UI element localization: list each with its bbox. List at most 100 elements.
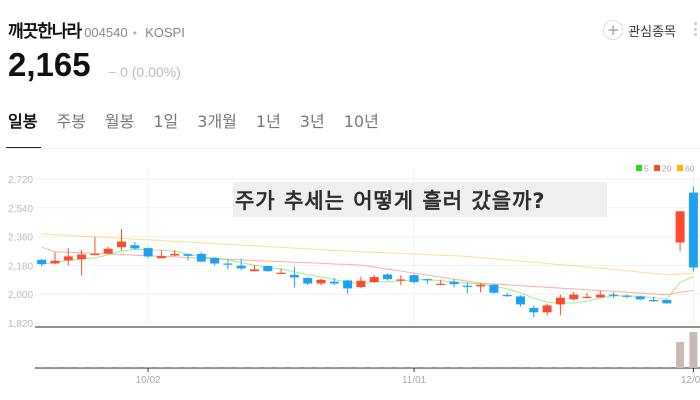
candle-up bbox=[369, 277, 379, 283]
volume-bar bbox=[223, 366, 232, 368]
tab-4[interactable]: 3개월 bbox=[197, 112, 237, 131]
divider bbox=[0, 148, 700, 149]
candle-down bbox=[343, 280, 353, 289]
watchlist-button[interactable]: + 관심종목 bbox=[603, 20, 676, 40]
candle-down bbox=[37, 259, 47, 265]
volume-bar bbox=[250, 367, 259, 368]
volume-bar bbox=[144, 367, 153, 368]
current-price: 2,165 bbox=[8, 46, 91, 83]
tab-6[interactable]: 3년 bbox=[299, 112, 325, 131]
volume-bar bbox=[649, 367, 658, 368]
volume-bar bbox=[396, 367, 405, 368]
volume-bar bbox=[37, 366, 46, 368]
period-tabs: 일봉 주봉 월봉 1일 3개월 1년 3년 10년 bbox=[8, 108, 398, 132]
volume-bar bbox=[51, 366, 59, 368]
candle-up bbox=[595, 294, 605, 298]
candle-up bbox=[170, 253, 180, 256]
candle-down bbox=[462, 285, 472, 287]
candle-down bbox=[303, 278, 313, 284]
candle-down bbox=[409, 275, 419, 283]
volume-bar bbox=[489, 366, 498, 368]
candle-up bbox=[356, 280, 366, 287]
volume-bar bbox=[516, 366, 525, 368]
more-menu-icon[interactable] bbox=[694, 22, 697, 36]
candle-down bbox=[223, 263, 233, 265]
volume-bar bbox=[689, 332, 698, 368]
watchlist-label: 관심종목 bbox=[628, 24, 676, 40]
volume-bar bbox=[476, 366, 485, 368]
volume-bar bbox=[622, 367, 631, 368]
candle-down bbox=[130, 245, 140, 249]
y-tick-label: 2,360 bbox=[8, 233, 33, 244]
volume-bar bbox=[130, 366, 139, 368]
volume-bar bbox=[263, 367, 272, 368]
volume-bar bbox=[636, 367, 645, 368]
candle-up bbox=[582, 296, 592, 299]
volume-bar bbox=[676, 342, 685, 368]
volume-bar bbox=[170, 367, 179, 368]
candle-up bbox=[77, 254, 87, 260]
candle-down bbox=[502, 295, 512, 297]
ma60-line bbox=[41, 233, 694, 276]
candle-up bbox=[436, 283, 446, 285]
tab-5[interactable]: 1년 bbox=[255, 112, 281, 131]
volume-bar bbox=[450, 367, 458, 368]
candle-up bbox=[250, 269, 259, 272]
volume-bar bbox=[104, 367, 113, 368]
stock-header: 깨끗한나라 004540 • KOSPI bbox=[8, 17, 185, 42]
legend-swatch bbox=[654, 165, 660, 171]
separator-dot: • bbox=[131, 27, 139, 40]
y-tick-label: 2,720 bbox=[8, 175, 33, 186]
tab-3[interactable]: 1일 bbox=[153, 112, 179, 131]
x-tick-label: 11/01 bbox=[402, 375, 427, 386]
volume-bar bbox=[157, 367, 166, 368]
y-tick-label: 2,180 bbox=[8, 261, 33, 272]
candle-down bbox=[196, 253, 206, 262]
candle-down bbox=[635, 296, 645, 300]
volume-bar bbox=[436, 367, 445, 368]
candle-up bbox=[90, 253, 100, 256]
candle-up bbox=[63, 256, 73, 261]
legend-label: 20 bbox=[662, 164, 672, 174]
volume-bar bbox=[410, 367, 419, 368]
candle-down bbox=[383, 274, 392, 280]
volume-bar bbox=[609, 367, 618, 368]
overlay-caption: 주가 추세는 어떻게 흘러 갔을까? bbox=[233, 182, 607, 217]
volume-bar bbox=[356, 367, 365, 368]
legend-swatch bbox=[677, 165, 683, 171]
volume-bar bbox=[317, 367, 325, 368]
volume-bar bbox=[503, 366, 512, 368]
tab-7[interactable]: 10년 bbox=[343, 112, 379, 131]
stock-name: 깨끗한나라 bbox=[8, 22, 82, 42]
candle-down bbox=[516, 296, 525, 305]
volume-bar bbox=[596, 367, 605, 368]
volume-bar bbox=[662, 367, 671, 368]
tab-2[interactable]: 월봉 bbox=[104, 112, 135, 131]
candle-up bbox=[675, 211, 685, 243]
candle-down bbox=[529, 307, 539, 313]
x-tick-label: 10/02 bbox=[136, 375, 161, 386]
change-value: 0 (0.00%) bbox=[120, 64, 181, 80]
tab-1[interactable]: 주봉 bbox=[56, 112, 86, 131]
volume-bar bbox=[383, 367, 392, 368]
candle-up bbox=[156, 256, 166, 259]
volume-bar bbox=[117, 366, 126, 368]
volume-bar bbox=[343, 366, 352, 368]
candle-down bbox=[662, 299, 672, 304]
volume-bar bbox=[77, 367, 86, 368]
ma20-line bbox=[41, 246, 694, 296]
volume-bar bbox=[64, 366, 73, 368]
legend-label: 5 bbox=[644, 164, 649, 174]
candle-up bbox=[555, 297, 565, 305]
volume-bar bbox=[303, 367, 312, 368]
volume-bar bbox=[556, 367, 565, 368]
ma5-line bbox=[41, 248, 694, 304]
y-tick-label: 1,820 bbox=[8, 319, 33, 330]
x-tick-label: 12/02 bbox=[681, 375, 700, 386]
volume-bar bbox=[463, 367, 472, 368]
candle-down bbox=[422, 279, 432, 281]
volume-bar bbox=[90, 366, 99, 368]
candle-down bbox=[688, 192, 698, 268]
tab-0[interactable]: 일봉 bbox=[8, 112, 38, 131]
